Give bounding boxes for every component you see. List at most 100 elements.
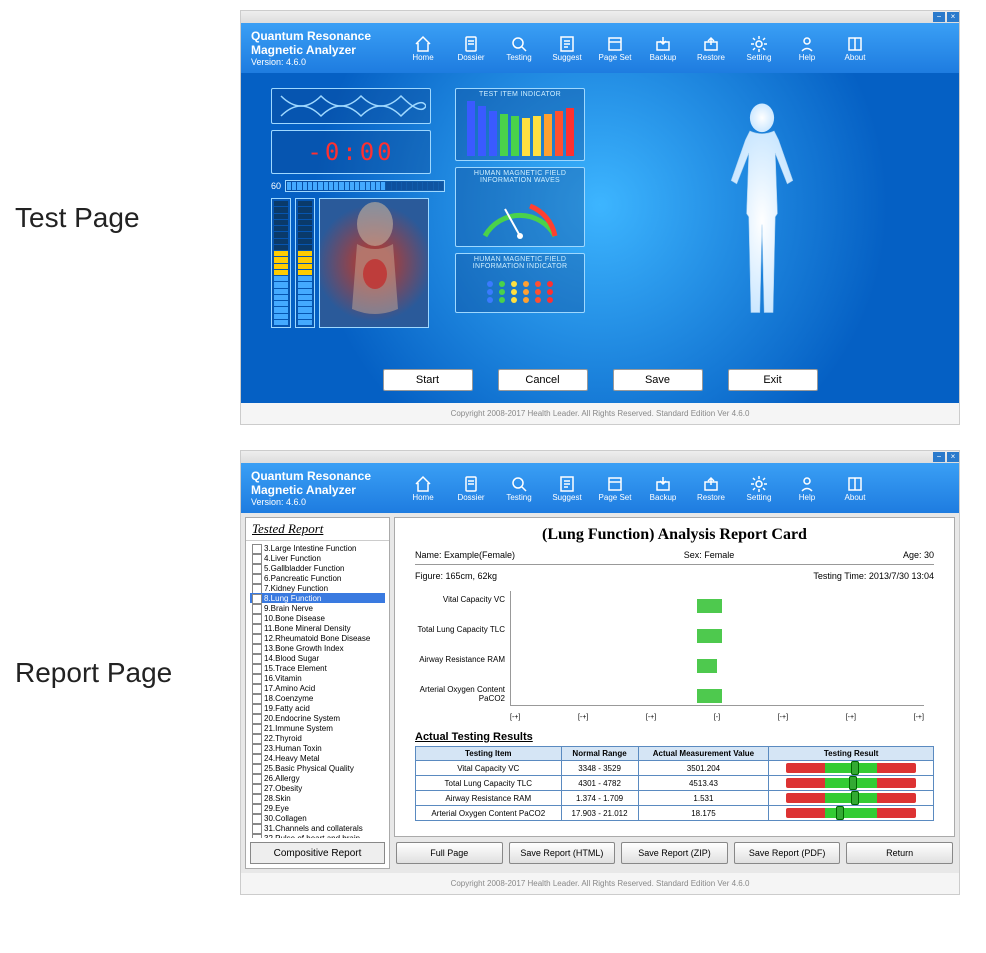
report-page-window: − × Quantum Resonance Magnetic Analyzer …: [240, 450, 960, 895]
tree-item[interactable]: 23.Human Toxin: [250, 743, 385, 753]
label-report-page: Report Page: [0, 647, 240, 699]
close-button[interactable]: ×: [947, 12, 959, 22]
doc-name: Name: Example(Female): [415, 550, 515, 560]
toolbar-home[interactable]: Home: [401, 35, 445, 62]
toolbar-about[interactable]: About: [833, 475, 877, 502]
report-action-button[interactable]: Return: [846, 842, 953, 864]
restore-icon: [701, 475, 721, 493]
toolbar-home[interactable]: Home: [401, 475, 445, 502]
toolbar-dossier[interactable]: Dossier: [449, 475, 493, 502]
test-body: -0:00 60: [241, 73, 959, 403]
vu-meter-left: [271, 198, 291, 328]
tree-item[interactable]: 16.Vitamin: [250, 673, 385, 683]
tree-item[interactable]: 29.Eye: [250, 803, 385, 813]
tree-item[interactable]: 9.Brain Nerve: [250, 603, 385, 613]
tree-item[interactable]: 3.Large Intestine Function: [250, 543, 385, 553]
test-indicator-panel: TEST ITEM INDICATOR: [455, 88, 585, 161]
toolbar-testing[interactable]: Testing: [497, 475, 541, 502]
toolbar-testing[interactable]: Testing: [497, 35, 541, 62]
dna-panel: [271, 88, 431, 124]
save-button[interactable]: Save: [613, 369, 703, 391]
tree-item[interactable]: 5.Gallbladder Function: [250, 563, 385, 573]
toolbar-restore[interactable]: Restore: [689, 35, 733, 62]
report-action-button[interactable]: Full Page: [396, 842, 503, 864]
minimize-button[interactable]: −: [933, 452, 945, 462]
tree-item[interactable]: 21.Immune System: [250, 723, 385, 733]
tree-item[interactable]: 28.Skin: [250, 793, 385, 803]
tree-item[interactable]: 18.Coenzyme: [250, 693, 385, 703]
tree-item[interactable]: 15.Trace Element: [250, 663, 385, 673]
tree-item[interactable]: 14.Blood Sugar: [250, 653, 385, 663]
toolbar-suggest[interactable]: Suggest: [545, 475, 589, 502]
tree-item[interactable]: 13.Bone Growth Index: [250, 643, 385, 653]
toolbar-pageset[interactable]: Page Set: [593, 35, 637, 62]
report-action-button[interactable]: Save Report (PDF): [734, 842, 841, 864]
toolbar-setting[interactable]: Setting: [737, 475, 781, 502]
compositive-report-button[interactable]: Compositive Report: [250, 842, 385, 864]
info-indicator-panel: HUMAN MAGNETIC FIELD INFORMATION INDICAT…: [455, 253, 585, 313]
doc-title: (Lung Function) Analysis Report Card: [415, 526, 934, 544]
report-action-button[interactable]: Save Report (ZIP): [621, 842, 728, 864]
pageset-icon: [605, 35, 625, 53]
tree-item[interactable]: 7.Kidney Function: [250, 583, 385, 593]
tree-item[interactable]: 12.Rheumatoid Bone Disease: [250, 633, 385, 643]
tree-item[interactable]: 30.Collagen: [250, 813, 385, 823]
app-title: Quantum Resonance Magnetic Analyzer: [251, 29, 401, 58]
report-tree: 3.Large Intestine Function4.Liver Functi…: [246, 541, 389, 838]
body-scan-panel: [319, 198, 429, 328]
tree-item[interactable]: 10.Bone Disease: [250, 613, 385, 623]
pageset-icon: [605, 475, 625, 493]
tree-item[interactable]: 32.Pulse of heart and brain: [250, 833, 385, 838]
table-row: Airway Resistance RAM1.374 - 1.7091.531: [416, 791, 934, 806]
toolbar-restore[interactable]: Restore: [689, 475, 733, 502]
tree-item[interactable]: 22.Thyroid: [250, 733, 385, 743]
tree-item[interactable]: 6.Pancreatic Function: [250, 573, 385, 583]
progress-bar: [285, 180, 445, 192]
toolbar-setting[interactable]: Setting: [737, 35, 781, 62]
tree-item[interactable]: 24.Heavy Metal: [250, 753, 385, 763]
cancel-button[interactable]: Cancel: [498, 369, 588, 391]
tree-item[interactable]: 19.Fatty acid: [250, 703, 385, 713]
report-body: Tested Report 3.Large Intestine Function…: [241, 513, 959, 873]
toolbar-pageset[interactable]: Page Set: [593, 475, 637, 502]
report-document: (Lung Function) Analysis Report Card Nam…: [394, 517, 955, 837]
suggest-icon: [557, 475, 577, 493]
app-version: Version: 4.6.0: [251, 497, 401, 507]
doc-testing-time: Testing Time: 2013/7/30 13:04: [813, 571, 934, 581]
sidebar-title: Tested Report: [246, 518, 389, 541]
tree-item[interactable]: 8.Lung Function: [250, 593, 385, 603]
toolbar-help[interactable]: Help: [785, 35, 829, 62]
table-row: Total Lung Capacity TLC4301 - 47824513.4…: [416, 776, 934, 791]
backup-icon: [653, 35, 673, 53]
toolbar-backup[interactable]: Backup: [641, 35, 685, 62]
tree-item[interactable]: 31.Channels and collaterals: [250, 823, 385, 833]
exit-button[interactable]: Exit: [728, 369, 818, 391]
minimize-button[interactable]: −: [933, 12, 945, 22]
doc-sex: Sex: Female: [684, 550, 735, 560]
testing-icon: [509, 475, 529, 493]
tree-item[interactable]: 11.Bone Mineral Density: [250, 623, 385, 633]
waves-panel: HUMAN MAGNETIC FIELD INFORMATION WAVES: [455, 167, 585, 247]
toolbar-backup[interactable]: Backup: [641, 475, 685, 502]
setting-icon: [749, 475, 769, 493]
titlebar: − ×: [241, 451, 959, 463]
tree-item[interactable]: 25.Basic Physical Quality: [250, 763, 385, 773]
toolbar-suggest[interactable]: Suggest: [545, 35, 589, 62]
toolbar: HomeDossierTestingSuggestPage SetBackupR…: [401, 35, 877, 62]
close-button[interactable]: ×: [947, 452, 959, 462]
start-button[interactable]: Start: [383, 369, 473, 391]
tree-item[interactable]: 20.Endocrine System: [250, 713, 385, 723]
toolbar-help[interactable]: Help: [785, 475, 829, 502]
toolbar-about[interactable]: About: [833, 35, 877, 62]
digit-display: -0:00: [271, 130, 431, 174]
report-action-button[interactable]: Save Report (HTML): [509, 842, 616, 864]
tree-item[interactable]: 26.Allergy: [250, 773, 385, 783]
toolbar-dossier[interactable]: Dossier: [449, 35, 493, 62]
tree-item[interactable]: 4.Liver Function: [250, 553, 385, 563]
tree-item[interactable]: 17.Amino Acid: [250, 683, 385, 693]
tree-item[interactable]: 27.Obesity: [250, 783, 385, 793]
app-title: Quantum Resonance Magnetic Analyzer: [251, 469, 401, 498]
label-test-page: Test Page: [0, 192, 240, 244]
toolbar: HomeDossierTestingSuggestPage SetBackupR…: [401, 475, 877, 502]
help-icon: [797, 475, 817, 493]
